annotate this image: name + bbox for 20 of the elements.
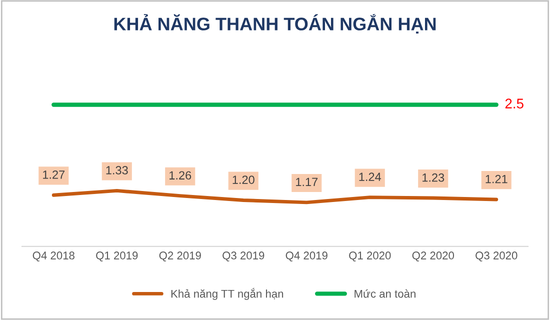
x-tick-label: Q3 2019 xyxy=(222,252,264,262)
data-label: 1.20 xyxy=(232,176,254,184)
data-label: 1.24 xyxy=(359,172,382,181)
legend-label: Khả năng TT ngắn hạn xyxy=(171,288,284,300)
data-label: 1.23 xyxy=(422,173,444,182)
x-tick-label: Q3 2020 xyxy=(476,252,518,262)
data-label: 1.27 xyxy=(43,170,65,179)
data-label: 1.21 xyxy=(486,174,508,184)
chart-title: KHẢ NĂNG THANH TOÁN NGẮN HẠN xyxy=(114,14,436,34)
x-tick-label: Q1 2019 xyxy=(96,252,138,262)
x-tick-label: Q4 2018 xyxy=(32,252,74,262)
x-tick-label: Q1 2020 xyxy=(349,252,391,262)
data-label: 1.17 xyxy=(296,178,318,186)
data-label: 1.33 xyxy=(106,166,128,174)
x-tick-label: Q2 2020 xyxy=(412,252,454,262)
x-tick-label: Q2 2019 xyxy=(159,252,201,262)
legend-label: Mức an toàn xyxy=(354,289,416,298)
x-tick-label: Q4 2019 xyxy=(286,252,328,262)
data-label: 2.5 xyxy=(505,98,524,108)
data-label: 1.26 xyxy=(170,171,192,180)
